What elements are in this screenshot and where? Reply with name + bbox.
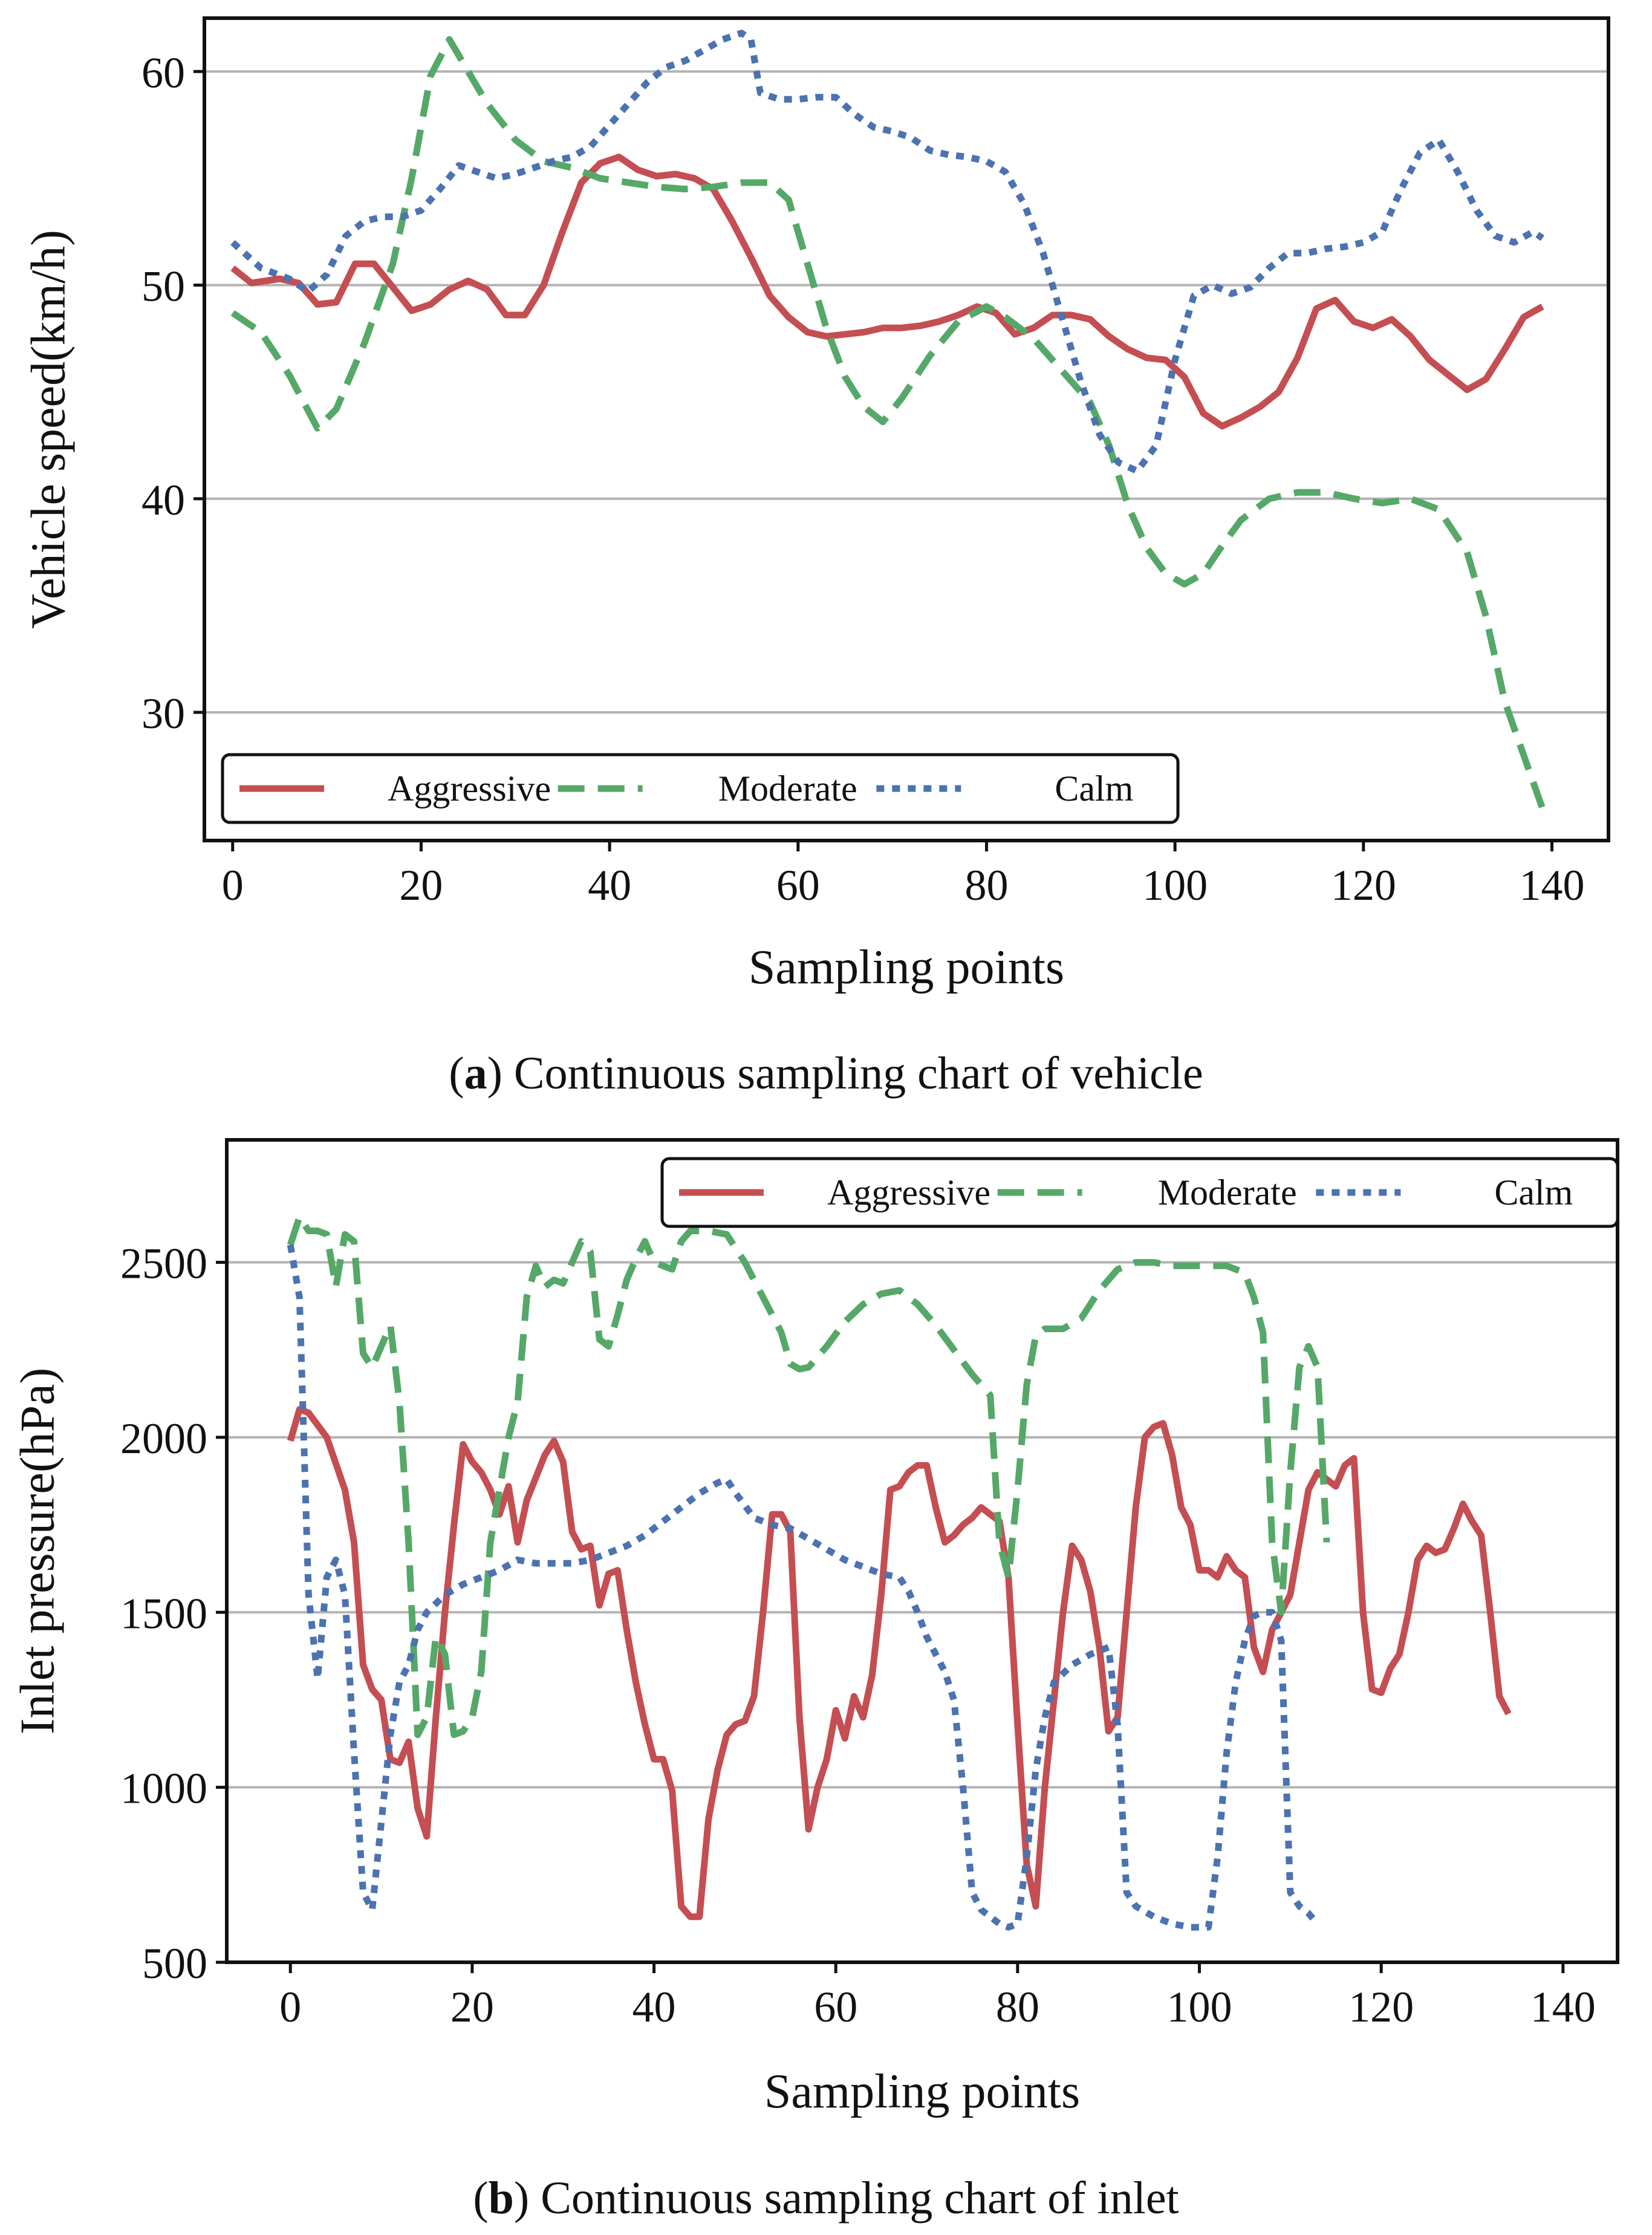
- x-tick-label: 100: [1166, 1983, 1232, 2031]
- legend-label-aggressive: Aggressive: [827, 1173, 990, 1212]
- y-tick-label: 1000: [120, 1765, 207, 1813]
- series-line-aggressive: [230, 154, 1544, 430]
- y-tick-label: 30: [141, 689, 185, 738]
- x-tick-label: 120: [1331, 861, 1396, 909]
- series-line-moderate: [230, 36, 1546, 810]
- chart-inlet-pressure: 0 20 40 60 80 100 120 140 500 1000 1500 2000 2500 In…: [11, 1138, 1619, 2224]
- x-tick-label: 120: [1348, 1983, 1414, 2031]
- x-tick-label: 80: [964, 861, 1008, 909]
- caption-text: Continuous sampling chart of inlet: [529, 2173, 1179, 2224]
- x-tick-label: 60: [776, 861, 820, 909]
- axis-ticks: 0 20 40 60 80 100 120 140 30 40 50 60: [141, 48, 1584, 909]
- y-tick-label: 60: [141, 48, 185, 97]
- y-tick-label: 1500: [120, 1589, 207, 1638]
- series-layer: [230, 30, 1546, 810]
- series-line-aggressive: [287, 1406, 1512, 1921]
- x-tick-label: 40: [588, 861, 631, 909]
- x-axis-title: Sampling points: [764, 2065, 1080, 2118]
- caption-label: b: [489, 2173, 514, 2224]
- y-tick-label: 50: [141, 262, 185, 311]
- chart-caption: (b) Continuous sampling chart of inlet: [473, 2173, 1179, 2224]
- x-tick-label: 0: [279, 1983, 301, 2031]
- legend: Aggressive Moderate Calm: [221, 753, 1180, 824]
- x-tick-label: 40: [633, 1983, 676, 2031]
- x-tick-label: 100: [1142, 861, 1208, 909]
- chart-caption: (a) Continuous sampling chart of vehicle: [449, 1048, 1203, 1099]
- caption-text: Continuous sampling chart of vehicle: [502, 1048, 1203, 1099]
- series-layer: [287, 1213, 1512, 1931]
- series-line-moderate: [287, 1213, 1330, 1739]
- legend-label-moderate: Moderate: [1158, 1173, 1297, 1212]
- chart-vehicle-speed: 0 20 40 60 80 100 120 140 30 40 50 60 Vehicle speed…: [22, 16, 1610, 1099]
- x-tick-label: 140: [1519, 861, 1584, 909]
- x-tick-label: 140: [1530, 1983, 1596, 2031]
- legend-label-moderate: Moderate: [718, 769, 857, 808]
- y-tick-label: 500: [142, 1939, 207, 1988]
- plot-frame: [225, 1138, 1619, 1964]
- legend-label-calm: Calm: [1055, 769, 1133, 808]
- x-tick-label: 60: [814, 1983, 857, 2031]
- y-axis-title: Vehicle speed(km/h): [22, 230, 75, 629]
- caption-label: a: [464, 1048, 487, 1099]
- axis-ticks: 0 20 40 60 80 100 120 140 500 1000 1500 2000 2500: [120, 1240, 1596, 2031]
- legend-box: [221, 753, 1180, 824]
- y-tick-label: 40: [141, 476, 185, 524]
- x-axis-title: Sampling points: [749, 941, 1064, 994]
- x-tick-label: 20: [450, 1983, 494, 2031]
- x-tick-label: 80: [996, 1983, 1039, 2031]
- legend-label-aggressive: Aggressive: [388, 769, 551, 808]
- x-tick-label: 0: [222, 861, 244, 909]
- plot-frame: [203, 16, 1610, 842]
- series-line-calm: [230, 30, 1544, 475]
- y-tick-label: 2500: [120, 1240, 207, 1288]
- legend-label-calm: Calm: [1494, 1173, 1573, 1212]
- legend-box: [660, 1157, 1619, 1228]
- y-axis-title: Inlet pressure(hPa): [11, 1368, 64, 1734]
- x-tick-label: 20: [399, 861, 443, 909]
- y-tick-label: 2000: [120, 1414, 207, 1463]
- legend: Aggressive Moderate Calm: [660, 1157, 1619, 1228]
